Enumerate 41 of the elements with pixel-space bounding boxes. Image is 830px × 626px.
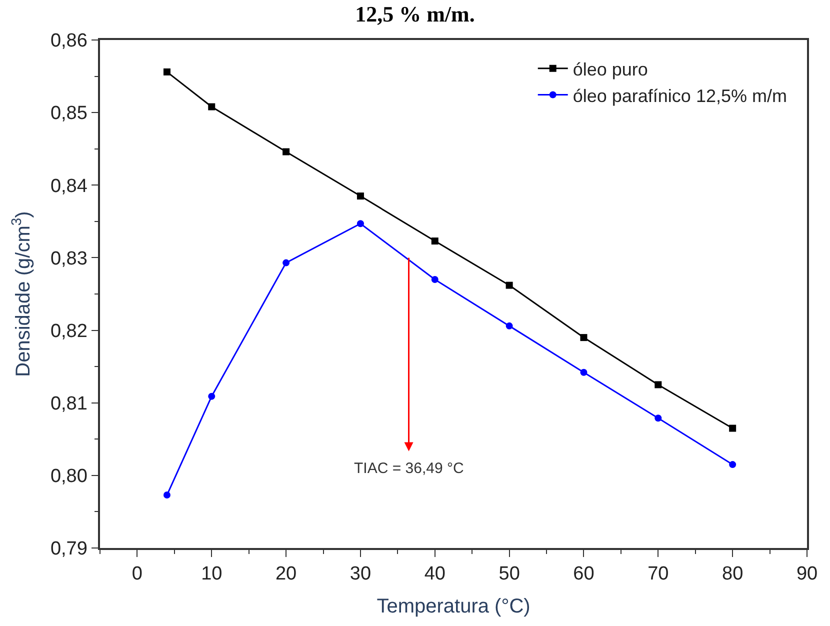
y-tick-label: 0,83	[50, 248, 88, 270]
point	[729, 424, 736, 432]
x-tick-label: 40	[424, 564, 446, 585]
point	[580, 334, 588, 342]
y-tick-label: 0,79	[50, 538, 88, 560]
point	[431, 238, 438, 245]
y-tick-label: 0,84	[50, 176, 88, 197]
point	[163, 492, 170, 499]
x-tick-label: 60	[573, 564, 594, 585]
point	[208, 103, 216, 110]
point	[282, 259, 290, 266]
x-tick-label: 0	[132, 564, 142, 585]
y-tick-label: 0,82	[50, 320, 88, 342]
point	[431, 276, 438, 283]
y-tick-label: 0,86	[50, 30, 88, 52]
x-tick-label: 50	[498, 564, 520, 585]
y-tick-label: 0,85	[50, 103, 88, 124]
y-tick-label: 0,80	[50, 466, 88, 488]
annotation: TIAC = 36,49 °C	[354, 460, 464, 477]
x-axis-title: Temperatura (°C)	[376, 596, 530, 618]
point	[208, 392, 216, 400]
point	[282, 148, 290, 156]
point	[729, 461, 736, 468]
x-tick-label: 10	[201, 564, 222, 585]
legend-label: óleo puro	[572, 59, 648, 80]
x-tick-label: 90	[796, 564, 818, 585]
legend-label: óleo parafínico 12,5% m/m	[572, 86, 787, 106]
point	[163, 68, 170, 76]
point	[356, 192, 364, 200]
point	[506, 322, 513, 330]
x-tick-label: 20	[275, 564, 297, 585]
y-tick-label: 0,81	[50, 394, 88, 415]
point	[654, 381, 662, 388]
point	[506, 282, 513, 289]
point	[654, 414, 662, 422]
x-tick-label: 70	[648, 564, 669, 585]
chart-title: 12,5 % m/m.	[355, 2, 475, 27]
x-tick-label: 30	[350, 564, 372, 585]
x-tick-label: 80	[722, 564, 744, 585]
point	[356, 220, 364, 228]
point	[580, 368, 588, 376]
